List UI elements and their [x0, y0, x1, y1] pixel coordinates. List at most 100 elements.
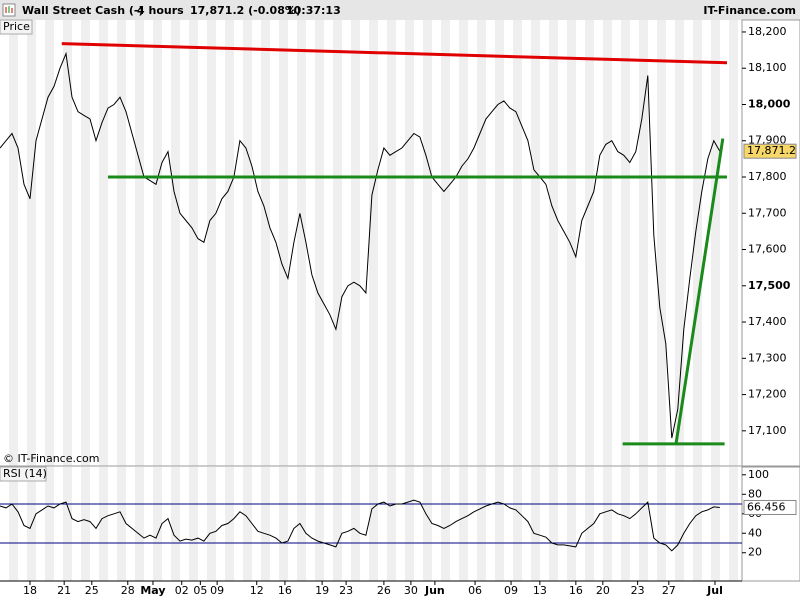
x-tick-label: 09 [210, 584, 224, 597]
day-stripe [441, 467, 450, 581]
day-stripe [549, 20, 558, 466]
day-stripe [207, 467, 216, 581]
day-stripe [135, 467, 144, 581]
day-stripe [621, 20, 630, 466]
day-stripe [423, 20, 432, 466]
y-tick-label: 17,300 [748, 351, 787, 364]
day-stripe [495, 20, 504, 466]
day-stripe [135, 20, 144, 466]
day-stripe [441, 20, 450, 466]
day-stripe [711, 20, 720, 466]
day-stripe [351, 20, 360, 466]
day-stripe [243, 467, 252, 581]
day-stripe [99, 467, 108, 581]
day-stripe [225, 20, 234, 466]
day-stripe [45, 20, 54, 466]
day-stripe [531, 20, 540, 466]
day-stripe [675, 467, 684, 581]
x-tick-label: 12 [250, 584, 264, 597]
day-stripe [693, 20, 702, 466]
day-stripe [603, 467, 612, 581]
day-stripe [45, 467, 54, 581]
day-stripe [63, 20, 72, 466]
y-tick-label: 80 [748, 487, 762, 500]
day-stripe [243, 20, 252, 466]
y-tick-label: 17,600 [748, 243, 787, 256]
day-stripe [657, 467, 666, 581]
x-tick-label: Jun [424, 584, 445, 597]
y-tick-label: 20 [748, 546, 762, 559]
day-stripe [9, 20, 18, 466]
x-tick-label: Jul [706, 584, 723, 597]
day-stripe [99, 20, 108, 466]
x-tick-label: 02 [175, 584, 189, 597]
day-stripe [531, 467, 540, 581]
panel-title: Price [3, 20, 30, 33]
day-stripe [369, 20, 378, 466]
clock: 10:37:13 [286, 4, 341, 17]
day-stripe [729, 467, 738, 581]
day-stripe [675, 20, 684, 466]
day-stripe [513, 467, 522, 581]
price-line [0, 51, 721, 439]
day-stripe [639, 467, 648, 581]
x-tick-label: 21 [57, 584, 71, 597]
last-value-label: 66.456 [747, 500, 786, 513]
timeframe: 4 hours [137, 4, 184, 17]
header-bar [0, 0, 800, 20]
day-stripe [207, 20, 216, 466]
x-tick-label: 23 [339, 584, 353, 597]
day-stripe [459, 467, 468, 581]
day-stripe [81, 467, 90, 581]
day-stripe [153, 20, 162, 466]
x-tick-label: 06 [468, 584, 482, 597]
day-stripe [585, 20, 594, 466]
brand: IT-Finance.com [703, 4, 796, 17]
day-stripe [513, 20, 522, 466]
day-stripe [63, 467, 72, 581]
trend-line [674, 138, 725, 445]
y-tick-label: 17,900 [748, 134, 787, 147]
day-stripe [315, 20, 324, 466]
day-stripe [261, 20, 270, 466]
y-tick-label: 18,100 [748, 61, 787, 74]
x-tick-label: 05 [193, 584, 207, 597]
day-stripe [405, 20, 414, 466]
x-tick-label: 19 [315, 584, 329, 597]
x-tick-label: 23 [631, 584, 645, 597]
y-tick-label: 18,000 [748, 97, 791, 110]
y-tick-label: 17,800 [748, 170, 787, 183]
y-tick-label: 17,500 [748, 279, 791, 292]
panel-title-box [0, 466, 47, 482]
panel-title-box [0, 19, 33, 35]
day-stripe [549, 467, 558, 581]
x-tick-label: 30 [404, 584, 418, 597]
day-stripe [189, 20, 198, 466]
x-tick-label: 20 [596, 584, 610, 597]
y-tick-label: 17,200 [748, 388, 787, 401]
day-stripe [387, 20, 396, 466]
day-stripe [351, 467, 360, 581]
last-value-badge [743, 499, 797, 515]
day-stripe [387, 467, 396, 581]
axis-panel [741, 19, 800, 467]
day-stripe [117, 20, 126, 466]
day-stripe [315, 467, 324, 581]
y-tick-label: 40 [748, 526, 762, 539]
day-stripe [423, 467, 432, 581]
day-stripe [603, 20, 612, 466]
day-stripe [9, 467, 18, 581]
day-stripe [81, 20, 90, 466]
day-stripe [189, 467, 198, 581]
day-stripe [279, 20, 288, 466]
day-stripe [261, 467, 270, 581]
day-stripe [117, 467, 126, 581]
panel-title: RSI (14) [3, 467, 47, 480]
day-stripe [171, 467, 180, 581]
day-stripe [567, 20, 576, 466]
x-tick-label: 26 [377, 584, 391, 597]
day-stripe [405, 467, 414, 581]
day-stripe [585, 467, 594, 581]
x-tick-label: 18 [23, 584, 37, 597]
